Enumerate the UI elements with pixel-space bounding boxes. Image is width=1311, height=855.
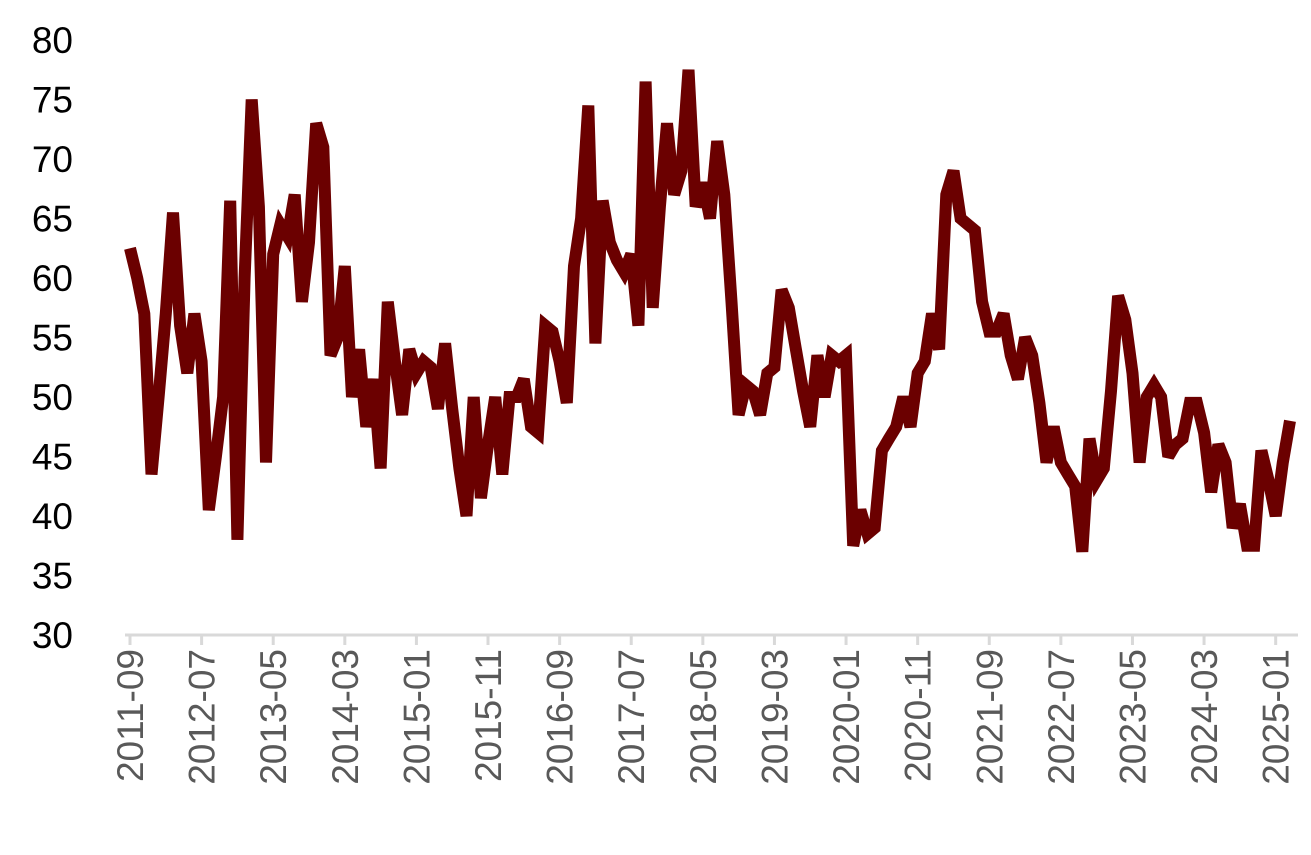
x-tick-label: 2011-09 [110, 649, 151, 782]
x-tick-label: 2015-01 [396, 649, 437, 785]
x-tick-label: 2016-09 [540, 649, 581, 785]
y-tick-label: 70 [32, 139, 73, 180]
y-tick-label: 40 [32, 496, 73, 537]
x-tick-label: 2012-07 [182, 649, 223, 785]
x-tick-label: 2014-03 [325, 649, 366, 785]
x-tick-label: 2015-11 [468, 649, 509, 782]
x-tick-label: 2020-01 [826, 649, 867, 785]
x-tick-label: 2024-03 [1184, 649, 1225, 785]
y-tick-label: 30 [32, 615, 73, 656]
y-tick-label: 50 [32, 377, 73, 418]
y-tick-label: 75 [32, 80, 73, 121]
x-tick-label: 2025-01 [1256, 649, 1297, 785]
y-tick-label: 55 [32, 318, 73, 359]
y-tick-label: 80 [32, 20, 73, 61]
y-tick-label: 45 [32, 437, 73, 478]
x-tick-label: 2023-05 [1112, 649, 1153, 785]
x-tick-label: 2018-05 [683, 649, 724, 785]
x-tick-label: 2022-07 [1041, 649, 1082, 785]
x-tick-label: 2020-11 [898, 649, 939, 782]
line-series [124, 69, 1296, 553]
x-tick-label: 2013-05 [253, 649, 294, 785]
y-tick-label: 60 [32, 258, 73, 299]
x-tick-label: 2017-07 [611, 649, 652, 785]
y-tick-label: 35 [32, 556, 73, 597]
x-tick-label: 2021-09 [969, 649, 1010, 785]
x-tick-label: 2019-03 [754, 649, 795, 785]
y-tick-label: 65 [32, 199, 73, 240]
